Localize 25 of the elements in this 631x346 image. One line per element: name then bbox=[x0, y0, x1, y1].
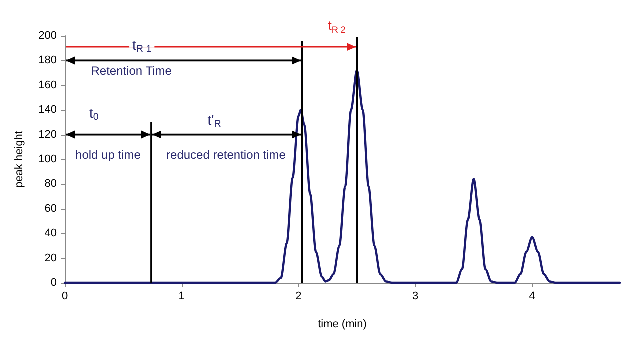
y-tick-label: 140 bbox=[38, 104, 57, 116]
annotation: Retention Time bbox=[91, 64, 172, 78]
x-tick-label: 4 bbox=[529, 290, 536, 302]
y-tick-label: 60 bbox=[44, 202, 57, 215]
y-tick-label: 20 bbox=[44, 252, 57, 264]
x-tick-label: 1 bbox=[178, 290, 185, 302]
x-tick-label: 3 bbox=[412, 290, 419, 302]
y-tick-label: 120 bbox=[38, 128, 57, 141]
annotation: t'$_{R}$ bbox=[208, 112, 222, 130]
annotation: t$_{R 1}$ bbox=[132, 36, 152, 55]
annotation: reduced retention time bbox=[166, 148, 286, 162]
y-tick-label: 80 bbox=[44, 178, 57, 190]
y-tick-label: 180 bbox=[38, 54, 57, 67]
x-tick-label: 2 bbox=[296, 290, 302, 302]
y-tick-label: 100 bbox=[38, 154, 57, 166]
annotation: t$_{0}$ bbox=[90, 104, 100, 123]
y-axis-title: peak height bbox=[14, 131, 26, 188]
annotation: hold up time bbox=[76, 148, 142, 162]
y-tick-label: 40 bbox=[44, 228, 57, 240]
x-axis-title: time (min) bbox=[318, 318, 367, 330]
x-tick-label: 0 bbox=[62, 290, 68, 302]
y-tick-label: 0 bbox=[50, 277, 57, 289]
y-tick-label: 200 bbox=[38, 30, 57, 42]
y-tick-label: 160 bbox=[38, 79, 57, 92]
text: t$_{R 2}$ bbox=[328, 18, 346, 35]
